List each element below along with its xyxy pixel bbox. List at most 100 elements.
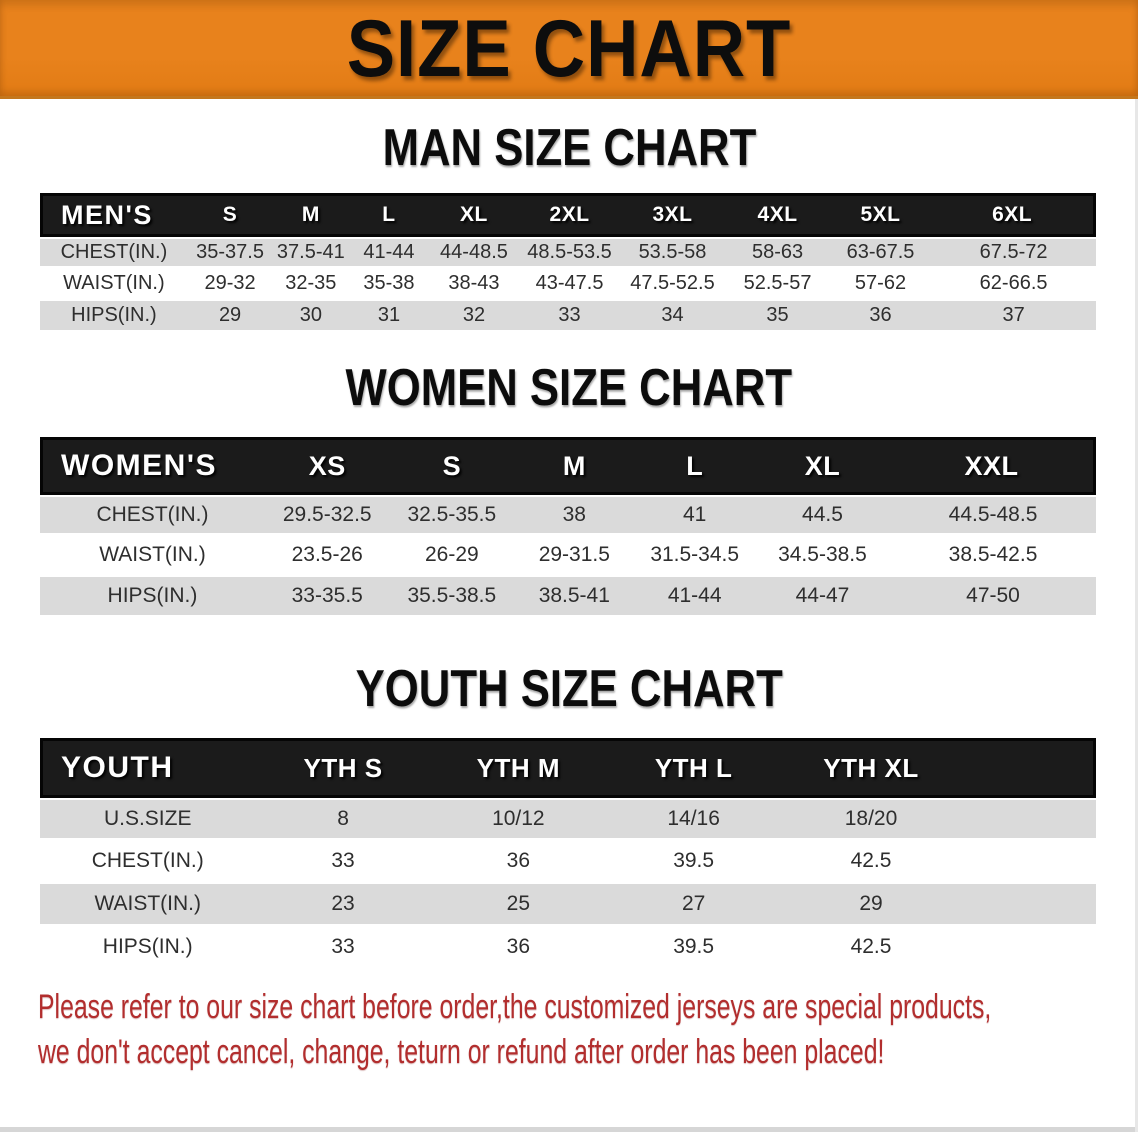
measurement-value: 33 [519,301,620,333]
size-column-header: L [349,193,429,237]
size-column-header: S [187,193,273,237]
size-column-header: XL [754,437,891,495]
measurement-value: 44-47 [754,577,891,618]
size-column-header: YTH L [605,738,782,798]
table-corner-label: WOMEN'S [40,437,265,495]
row-spacer-cell [960,884,1096,927]
measurement-row-label: HIPS(IN.) [40,927,256,970]
measurement-value: 29 [781,884,961,927]
size-column-header: 6XL [931,193,1096,237]
measurement-row: HIPS(IN.) 29 30 31 32 33 34 35 36 37 [40,301,1096,333]
table-corner-label: MEN'S [40,193,188,237]
measurement-row-label: CHEST(IN.) [40,495,265,536]
measurement-value: 35-37.5 [187,237,273,269]
measurement-value: 33-35.5 [264,577,390,618]
measurement-row-label: WAIST(IN.) [40,269,188,301]
measurement-value: 35 [725,301,830,333]
measurement-value: 29-31.5 [514,536,635,577]
women-section-heading-text: WOMEN SIZE CHART [345,359,793,417]
youth-section-heading-text: YOUTH SIZE CHART [355,660,783,718]
measurement-value: 30 [272,301,350,333]
measurement-row-label: HIPS(IN.) [40,577,265,618]
banner-title: SIZE CHART [346,1,792,94]
measurement-row: WAIST(IN.) 23 25 27 29 [40,884,1096,927]
measurement-row-label: U.S.SIZE [40,798,256,841]
measurement-value: 31.5-34.5 [634,536,755,577]
measurement-row-label: WAIST(IN.) [40,884,256,927]
measurement-value: 42.5 [781,927,961,970]
size-column-header: XXL [890,437,1096,495]
measurement-value: 48.5-53.5 [519,237,620,269]
measurement-value: 62-66.5 [931,269,1096,301]
measurement-value: 39.5 [605,927,782,970]
size-column-header: M [514,437,635,495]
measurement-value: 53.5-58 [619,237,726,269]
measurement-row-label: CHEST(IN.) [40,841,256,884]
measurement-row: HIPS(IN.) 33-35.5 35.5-38.5 38.5-41 41-44 44-… [40,577,1096,618]
men-size-table: MEN'S S M L XL 2XL 3XL 4XL 5XL 6XL CHEST(IN.) 35-37… [40,193,1096,333]
measurement-value: 37.5-41 [272,237,350,269]
measurement-value: 67.5-72 [931,237,1096,269]
measurement-value: 29-32 [187,269,273,301]
measurement-value: 32-35 [272,269,350,301]
measurement-value: 41 [634,495,755,536]
size-column-header: S [389,437,515,495]
measurement-value: 63-67.5 [829,237,932,269]
size-column-header: 4XL [725,193,830,237]
size-column-header: M [272,193,350,237]
measurement-value: 8 [255,798,431,841]
measurement-value: 34.5-38.5 [754,536,891,577]
measurement-value: 52.5-57 [725,269,830,301]
measurement-value: 35-38 [349,269,429,301]
measurement-row-label: WAIST(IN.) [40,536,265,577]
men-section-heading: MAN SIZE CHART [0,119,1138,177]
disclaimer-line-1: Please refer to our size chart before or… [38,988,992,1026]
size-column-header: XL [428,193,520,237]
size-column-header: L [634,437,755,495]
disclaimer-note: Please refer to our size chart before or… [38,988,1138,1078]
measurement-value: 38.5-42.5 [890,536,1096,577]
measurement-value: 44.5 [754,495,891,536]
size-header-row: MEN'S S M L XL 2XL 3XL 4XL 5XL 6XL [40,193,1096,237]
size-column-header: 3XL [619,193,726,237]
measurement-value: 29.5-32.5 [264,495,390,536]
size-column-header: 2XL [519,193,620,237]
measurement-row: CHEST(IN.) 29.5-32.5 32.5-35.5 38 41 44.5 44.5… [40,495,1096,536]
size-column-header: YTH M [430,738,606,798]
size-column-header: YTH S [255,738,431,798]
measurement-value: 47.5-52.5 [619,269,726,301]
row-spacer-cell [960,798,1096,841]
measurement-value: 23.5-26 [264,536,390,577]
size-chart-banner: SIZE CHART [0,0,1138,99]
measurement-value: 41-44 [349,237,429,269]
measurement-row: HIPS(IN.) 33 36 39.5 42.5 [40,927,1096,970]
measurement-value: 36 [430,927,606,970]
row-spacer-cell [960,927,1096,970]
measurement-value: 37 [931,301,1096,333]
measurement-value: 38.5-41 [514,577,635,618]
measurement-value: 31 [349,301,429,333]
size-column-header: YTH XL [781,738,961,798]
measurement-value: 41-44 [634,577,755,618]
measurement-value: 34 [619,301,726,333]
measurement-value: 38-43 [428,269,520,301]
size-header-row: WOMEN'S XS S M L XL XXL [40,437,1096,495]
size-column-header: 5XL [829,193,932,237]
measurement-value: 14/16 [605,798,782,841]
measurement-value: 18/20 [781,798,961,841]
youth-section-heading: YOUTH SIZE CHART [0,660,1138,718]
women-size-table: WOMEN'S XS S M L XL XXL CHEST(IN.) 29.5-32.5 32.5… [40,437,1096,618]
measurement-value: 43-47.5 [519,269,620,301]
measurement-value: 23 [255,884,431,927]
men-section-heading-text: MAN SIZE CHART [382,119,756,177]
disclaimer-line-2: we don't accept cancel, change, teturn o… [38,1033,885,1071]
measurement-value: 44-48.5 [428,237,520,269]
measurement-value: 36 [430,841,606,884]
measurement-value: 35.5-38.5 [389,577,515,618]
measurement-value: 38 [514,495,635,536]
youth-size-table: YOUTH YTH S YTH M YTH L YTH XL U.S.SIZE 8 10/12… [40,738,1096,970]
measurement-value: 33 [255,841,431,884]
measurement-value: 47-50 [890,577,1096,618]
size-header-row: YOUTH YTH S YTH M YTH L YTH XL [40,738,1096,798]
women-section-heading: WOMEN SIZE CHART [0,359,1138,417]
